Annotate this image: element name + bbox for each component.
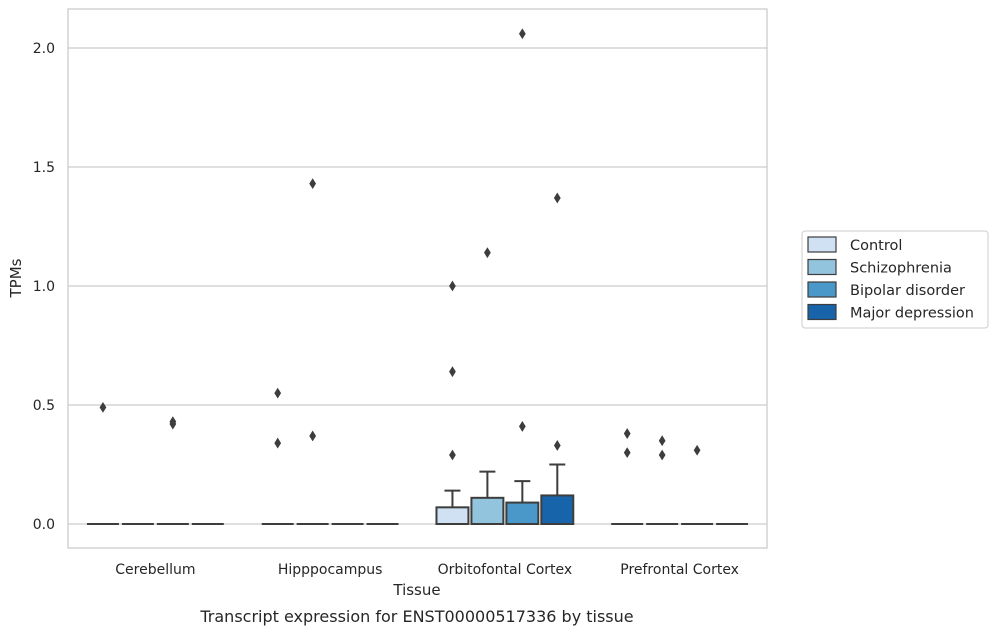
x-tick-label: Prefrontal Cortex <box>620 562 739 578</box>
box-body <box>505 501 540 525</box>
x-tick-label: Cerebellum <box>115 562 195 578</box>
outlier-point <box>658 449 666 461</box>
box-body <box>470 496 505 526</box>
y-tick-label: 0.5 <box>33 398 55 414</box>
outlier-point <box>518 421 526 432</box>
outlier-point <box>274 387 282 399</box>
box-body <box>435 506 470 525</box>
box-2-1 <box>470 470 505 526</box>
outliers-layer <box>99 28 701 461</box>
outlier-point <box>658 435 666 447</box>
legend-swatch <box>807 258 837 276</box>
legend-swatch <box>807 281 837 298</box>
legend-label: Schizophrenia <box>850 261 952 277</box>
outlier-point <box>623 428 631 439</box>
outlier-point <box>449 280 456 292</box>
legend-frame <box>801 230 989 329</box>
x-tick-label: Orbitofontal Cortex <box>438 562 573 578</box>
plot-area-frame <box>67 8 768 549</box>
legend-swatch <box>807 236 837 253</box>
y-axis-label: TPMs <box>7 258 25 298</box>
outlier-point <box>169 416 177 428</box>
box-2-0 <box>435 489 470 525</box>
outlier-point <box>484 247 491 259</box>
y-tick-label: 1.5 <box>33 160 55 176</box>
outlier-point <box>274 437 282 449</box>
legend-items: Control Schizophrenia Bipolar disorder Majo… <box>807 236 974 322</box>
outlier-point <box>623 447 631 458</box>
outlier-point <box>553 440 561 451</box>
legend-label: Control <box>850 238 902 254</box>
chart-caption: Transcript expression for ENST0000051733… <box>199 607 633 626</box>
outlier-point <box>449 366 456 378</box>
legend-label: Major depression <box>850 306 974 322</box>
box-2-3 <box>540 463 575 526</box>
x-tick-labels: Cerebellum Hipppocampus Orbitofontal Corte… <box>115 562 739 578</box>
legend-label: Bipolar disorder <box>850 283 965 299</box>
y-tick-label: 0.0 <box>33 517 55 533</box>
outlier-point <box>553 192 561 204</box>
outlier-point <box>99 401 107 413</box>
box-body <box>540 494 575 526</box>
legend-swatch <box>807 303 837 321</box>
outlier-point <box>449 449 456 461</box>
y-tick-label: 1.0 <box>33 279 55 295</box>
box-2-2 <box>505 480 540 525</box>
boxes-layer <box>86 463 749 526</box>
x-axis-label: Tissue <box>392 581 440 599</box>
outlier-point <box>309 430 317 442</box>
y-tick-label: 2.0 <box>33 41 55 57</box>
legend: Control Schizophrenia Bipolar disorder Majo… <box>801 230 989 329</box>
y-tick-labels: 0.0 0.5 1.0 1.5 2.0 <box>33 41 55 533</box>
x-tick-label: Hipppocampus <box>278 562 383 578</box>
outlier-point <box>518 28 526 40</box>
outlier-point <box>309 178 317 190</box>
outlier-point <box>693 444 701 456</box>
